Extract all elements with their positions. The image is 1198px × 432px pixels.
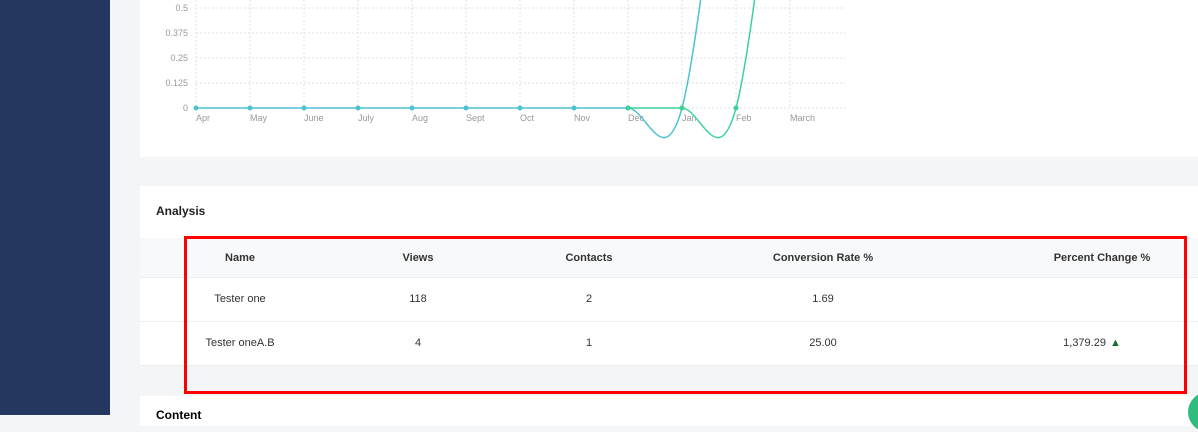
cell-conversion: 1.69 (812, 293, 834, 305)
analysis-title: Analysis (156, 204, 206, 218)
cell-views: 4 (414, 337, 422, 349)
data-point (517, 105, 523, 111)
table-row: Tester one 118 2 1.69 (140, 277, 1198, 322)
highlight-box (184, 236, 1187, 394)
x-tick-label: Apr (196, 113, 210, 123)
chart-card (140, 0, 1198, 157)
cell-contacts: 1 (585, 337, 593, 349)
cell-conversion: 25.00 (809, 337, 837, 349)
y-tick-label: 0.5 (175, 3, 188, 13)
data-point (679, 105, 685, 111)
content-title: Content (156, 408, 202, 422)
x-tick-label: March (790, 113, 815, 123)
cell-views: 118 (409, 293, 427, 305)
data-point (409, 105, 415, 111)
col-views[interactable]: Views (402, 251, 434, 264)
x-tick-label: May (250, 113, 268, 123)
data-point (571, 105, 577, 111)
data-point (301, 105, 307, 111)
x-tick-label: Nov (574, 113, 591, 123)
y-tick-label: 0.25 (170, 53, 188, 63)
x-tick-label: Aug (412, 113, 428, 123)
col-contacts[interactable]: Contacts (565, 251, 613, 264)
data-point (625, 105, 631, 111)
x-tick-label: July (358, 113, 375, 123)
y-tick-label: 0.125 (165, 78, 188, 88)
analysis-card: Analysis Name Views Contacts Conversion … (140, 186, 1198, 366)
data-point (355, 105, 361, 111)
cell-name: Tester oneA.B (205, 337, 275, 349)
chat-button[interactable] (1188, 392, 1198, 432)
x-tick-label: Oct (520, 113, 535, 123)
y-tick-label: 0 (183, 103, 188, 113)
data-point (247, 105, 253, 111)
x-tick-label: Feb (736, 113, 752, 123)
x-tick-label: Dec (628, 113, 645, 123)
data-point (463, 105, 469, 111)
cell-percent-change: 1,379.29 ▲ (1063, 321, 1121, 365)
cell-contacts: 2 (585, 293, 593, 305)
percent-change-value: 1,379.29 (1063, 337, 1106, 349)
table-row: Tester oneA.B 4 1 25.00 1,379.29 ▲ (140, 321, 1198, 366)
sidebar (0, 0, 110, 415)
content-card: Content (140, 396, 1198, 426)
data-point (193, 105, 199, 111)
x-tick-label: Jan (682, 113, 697, 123)
line-chart: 0 0.125 0.25 0.375 0.5 Apr May June July Aug Sept O… (165, 0, 845, 139)
y-tick-label: 0.375 (165, 28, 188, 38)
col-percent-change[interactable]: Percent Change % (1053, 251, 1151, 264)
series-line (627, 0, 756, 139)
col-conversion[interactable]: Conversion Rate % (772, 251, 874, 264)
table-header: Name Views Contacts Conversion Rate % Pe… (140, 238, 1198, 278)
x-tick-label: Sept (466, 113, 485, 123)
col-name[interactable]: Name (225, 251, 255, 264)
data-point (733, 105, 739, 111)
x-tick-label: June (304, 113, 324, 123)
cell-name: Tester one (214, 293, 266, 305)
arrow-up-icon: ▲ (1109, 337, 1121, 349)
